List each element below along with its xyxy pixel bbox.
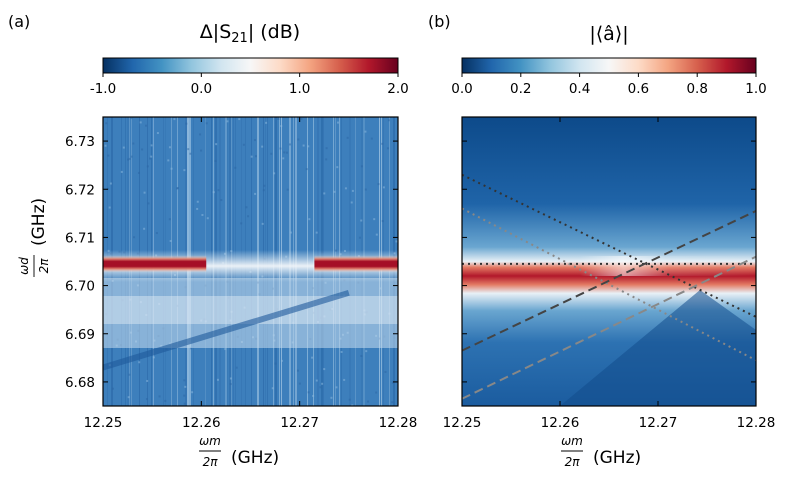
colorbar-a-ticks: -1.0 0.0 1.0 2.0 xyxy=(90,73,409,97)
colorbar-tick-label: 1.0 xyxy=(289,81,310,97)
colorbar-tick-label: 0.0 xyxy=(451,81,472,97)
y-tick-label: 6.72 xyxy=(65,182,95,198)
x-tick-label: 12.26 xyxy=(182,415,221,431)
colorbar-tick-label: 2.0 xyxy=(387,81,408,97)
x-tick-label: 12.26 xyxy=(541,415,580,431)
plot-frame-a xyxy=(102,116,399,407)
colorbar-tick-label: 0.2 xyxy=(510,81,531,97)
colorbar-title-b: |⟨â⟩| xyxy=(589,23,628,45)
overlay-line xyxy=(462,210,756,352)
svg-text:2π: 2π xyxy=(37,258,51,274)
colorbar-a xyxy=(102,57,399,74)
svg-text:(GHz): (GHz) xyxy=(231,448,279,468)
overlay-line xyxy=(462,255,756,400)
panel-label-b: (b) xyxy=(428,12,451,31)
colorbar-tick-label: 0.6 xyxy=(628,81,649,97)
overlay-lines xyxy=(462,173,756,400)
svg-text:2π: 2π xyxy=(203,455,219,469)
colorbar-b-ticks: 0.0 0.2 0.4 0.6 0.8 1.0 xyxy=(451,73,767,97)
y-tick-label: 6.71 xyxy=(65,230,95,246)
y-tick-label: 6.68 xyxy=(65,375,95,391)
colorbar-tick-label: -1.0 xyxy=(90,81,116,97)
colorbar-title-a: Δ|S21| (dB) xyxy=(200,21,300,46)
svg-text:(GHz): (GHz) xyxy=(29,198,49,246)
y-axis-label-a: ωd 2π (GHz) xyxy=(17,198,51,277)
colorbar-b xyxy=(461,57,757,74)
y-tick-label: 6.69 xyxy=(65,327,95,343)
colorbar-tick-label: 1.0 xyxy=(745,81,766,97)
x-tick-label: 12.28 xyxy=(737,415,776,431)
x-tick-label: 12.27 xyxy=(639,415,678,431)
x-axis-label-a: ωm 2π (GHz) xyxy=(199,434,279,469)
x-tick-label: 12.25 xyxy=(84,415,123,431)
colorbar-tick-label: 0.4 xyxy=(569,81,590,97)
x-tick-label: 12.25 xyxy=(443,415,482,431)
svg-text:2π: 2π xyxy=(565,455,581,469)
svg-text:ωd: ωd xyxy=(17,257,31,275)
colorbar-tick-label: 0.0 xyxy=(191,81,212,97)
svg-text:ωm: ωm xyxy=(199,434,221,448)
colorbar-tick-label: 0.8 xyxy=(686,81,707,97)
heatmap-a xyxy=(103,117,398,406)
axis-b: 12.25 12.26 12.27 12.28 xyxy=(443,117,776,431)
y-tick-label: 6.70 xyxy=(65,279,95,295)
resonance-band-right xyxy=(314,255,398,273)
svg-text:(GHz): (GHz) xyxy=(593,448,641,468)
x-tick-label: 12.27 xyxy=(280,415,319,431)
overlay-line xyxy=(462,207,756,362)
svg-text:ωm: ωm xyxy=(561,434,583,448)
overlay-line xyxy=(462,173,756,318)
heatmap-b xyxy=(462,117,756,406)
panel-label-a: (a) xyxy=(8,12,30,31)
x-axis-label-b: ωm 2π (GHz) xyxy=(561,434,641,469)
y-tick-label: 6.73 xyxy=(65,134,95,150)
diagonal-feature xyxy=(103,289,350,371)
axis-a: 12.25 12.26 12.27 12.28 6.68 6.69 6.70 6.71 6.72… xyxy=(65,117,417,431)
resonance-band-left xyxy=(103,255,207,273)
plot-frame-b xyxy=(461,116,757,407)
x-tick-label: 12.28 xyxy=(379,415,418,431)
